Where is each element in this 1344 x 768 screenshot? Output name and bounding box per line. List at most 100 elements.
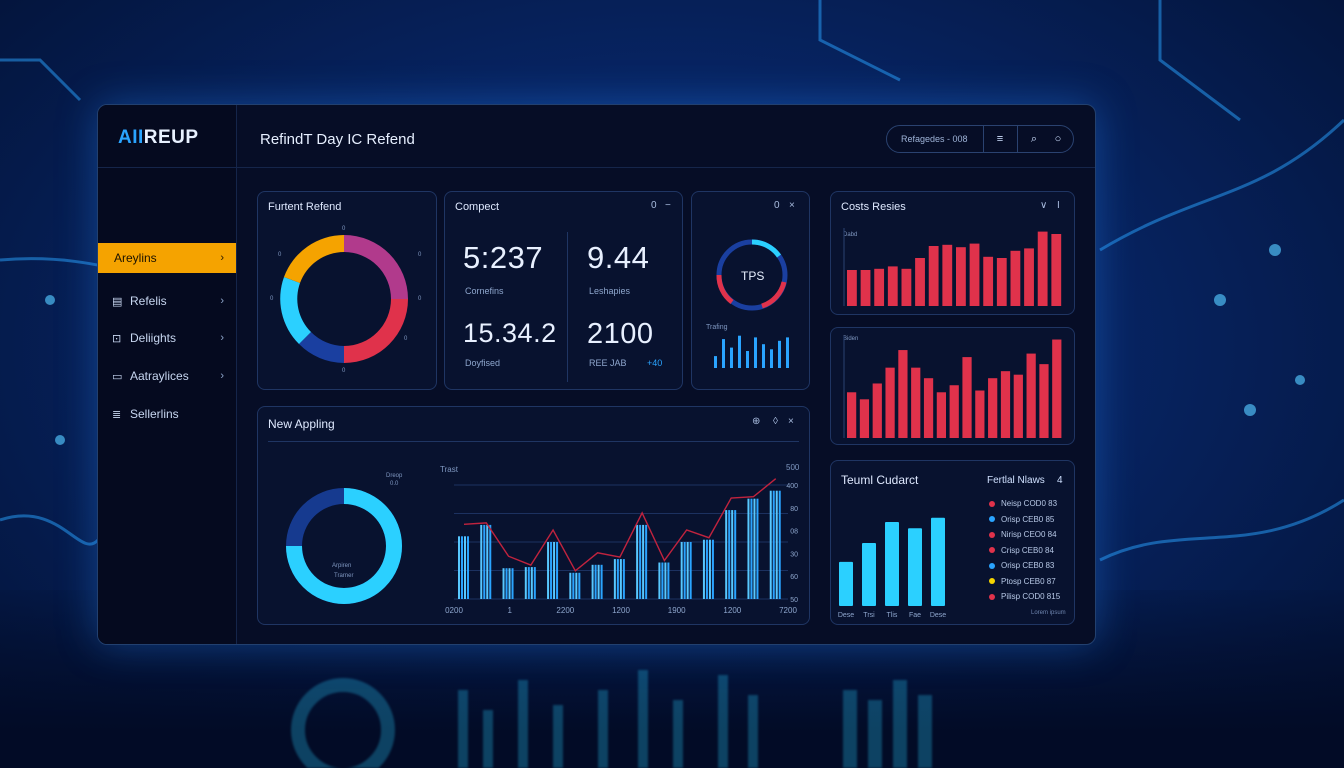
minimize-icon[interactable]: − bbox=[665, 200, 671, 211]
sidebar-item-deliights[interactable]: ⊡ Deliights › bbox=[98, 323, 236, 353]
team-x-label: Trsi bbox=[863, 612, 875, 619]
card-title: Teuml Cudarct bbox=[841, 473, 919, 487]
circle-icon[interactable]: ○ bbox=[1054, 133, 1062, 145]
x-tick-label: 1900 bbox=[668, 606, 686, 615]
newapp-bar bbox=[480, 524, 492, 599]
stat-value: 15.34.2 bbox=[463, 318, 557, 348]
card-control[interactable]: 0 bbox=[651, 200, 657, 211]
stat-label: Leshapies bbox=[589, 286, 631, 296]
bar-stripe bbox=[725, 510, 728, 599]
y-tick-label: 80 bbox=[790, 506, 798, 513]
bar-stripe bbox=[753, 498, 756, 599]
bar-stripe bbox=[645, 524, 648, 599]
bar-stripe bbox=[600, 564, 603, 599]
newapp-bar bbox=[547, 542, 559, 599]
new-appling-bar-line-chart: 0200 1 2200 1200 1900 1200 7200 400 80 08 30 60 50 bbox=[445, 478, 798, 615]
newapp-bar bbox=[636, 524, 648, 599]
legend-dot bbox=[989, 547, 995, 553]
donut-center-label: Arpiren bbox=[332, 563, 352, 569]
pin-icon[interactable]: ◊ bbox=[773, 416, 778, 427]
bar-stripe bbox=[569, 572, 572, 599]
cost-bar bbox=[898, 350, 908, 438]
close-icon[interactable]: × bbox=[789, 200, 795, 211]
gauge-label: TPS bbox=[741, 269, 765, 283]
donut-chart-1 bbox=[280, 235, 408, 363]
sidebar-item-label: Sellerlins bbox=[130, 407, 179, 421]
bar-stripe bbox=[508, 568, 511, 599]
cost-bar bbox=[956, 247, 966, 306]
cost-bar bbox=[847, 392, 857, 438]
tps-bar bbox=[714, 356, 717, 368]
bar-label: Trafing bbox=[706, 324, 728, 331]
menu-icon[interactable]: ≡ bbox=[996, 133, 1004, 145]
tps-bar bbox=[730, 347, 733, 368]
globe-icon[interactable]: ⊕ bbox=[752, 416, 761, 427]
cost-bar bbox=[996, 258, 1007, 306]
bar-stripe bbox=[550, 542, 553, 599]
card-teuml-cudarct: Teuml Cudarct Fertlal Nlaws 4 Dese Trsi Tl… bbox=[830, 460, 1075, 625]
sidebar-item-refelis[interactable]: ▤ Refelis › bbox=[98, 286, 236, 316]
axis-label: Biden bbox=[843, 336, 859, 342]
bar-stripe bbox=[597, 564, 600, 599]
cost-bar bbox=[975, 390, 985, 438]
newapp-bar bbox=[680, 542, 692, 599]
newapp-bar bbox=[591, 564, 603, 599]
bar-stripe bbox=[461, 536, 463, 599]
donut-segment-orange bbox=[284, 235, 344, 283]
search-input[interactable]: Refagedes - 008 bbox=[901, 134, 968, 144]
bar-stripe bbox=[705, 539, 708, 599]
bar-stripe bbox=[642, 524, 645, 599]
bar-stripe bbox=[686, 542, 689, 599]
legend-item: Orisp CEB0 85 bbox=[989, 515, 1054, 524]
sidebar-item-label: Areylins bbox=[114, 251, 157, 265]
trend-line bbox=[463, 478, 777, 572]
axis-label: Dabd bbox=[843, 232, 858, 238]
tps-bar bbox=[722, 339, 725, 368]
legend-item: Pilisp COD0 815 bbox=[989, 592, 1060, 601]
search-separator bbox=[1017, 126, 1018, 152]
card-control[interactable]: 0 bbox=[774, 200, 780, 211]
more-icon[interactable]: I bbox=[1057, 200, 1060, 211]
card-divider bbox=[268, 441, 799, 442]
bar-stripe bbox=[664, 562, 667, 599]
bar-stripe bbox=[658, 562, 661, 599]
search-icon[interactable]: ⌕ bbox=[1030, 133, 1038, 145]
legend-label: Ptosp CEB0 87 bbox=[1001, 576, 1056, 586]
card-new-appling: New Appling ⊕ ◊ × Arpiren Trarner Dreop … bbox=[257, 406, 810, 625]
bar-stripe bbox=[750, 498, 753, 599]
sidebar-item-sellerlins[interactable]: ≣ Sellerlins bbox=[98, 399, 236, 429]
bar-stripe bbox=[756, 498, 759, 599]
bar-stripe bbox=[530, 567, 533, 599]
chevron-right-icon: › bbox=[220, 295, 224, 307]
chevron-right-icon: › bbox=[220, 252, 224, 264]
corner-label: 0.0 bbox=[390, 481, 399, 487]
newapp-bar bbox=[769, 490, 781, 599]
lock-icon: ⊡ bbox=[112, 332, 122, 345]
bar-stripe bbox=[613, 559, 616, 599]
bar-stripe bbox=[505, 568, 508, 599]
bar-stripe bbox=[511, 568, 514, 599]
app-logo[interactable]: AIIREUP bbox=[118, 127, 199, 149]
chart-label: Trast bbox=[440, 465, 458, 474]
stat-label: Doyfised bbox=[465, 358, 501, 368]
sidebar-item-aatraylices[interactable]: ▭ Aatraylices › bbox=[98, 361, 236, 391]
bar-stripe bbox=[734, 510, 737, 599]
cost-bar bbox=[1000, 371, 1011, 438]
sidebar-item-areylins[interactable]: Areylins › bbox=[98, 243, 236, 273]
donut-segment-magenta bbox=[344, 235, 408, 299]
newapp-bar bbox=[569, 572, 581, 599]
cost-bar bbox=[988, 378, 998, 438]
close-icon[interactable]: × bbox=[788, 416, 794, 427]
legend-label: Orisp CEB0 83 bbox=[1001, 561, 1055, 570]
tps-bar bbox=[786, 337, 789, 368]
cost-bar bbox=[874, 268, 885, 306]
sidebar: AIIREUP Areylins › ▤ Refelis › ⊡ Deliigh… bbox=[98, 105, 237, 644]
sidebar-divider bbox=[98, 167, 236, 168]
chevron-down-icon[interactable]: ∨ bbox=[1040, 200, 1048, 211]
search-bar[interactable]: Refagedes - 008 ≡ ⌕ ○ bbox=[886, 125, 1074, 153]
bar-stripe bbox=[489, 524, 492, 599]
bar-stripe bbox=[616, 559, 619, 599]
legend-dot bbox=[989, 562, 995, 569]
newapp-bar bbox=[725, 510, 737, 599]
team-bar bbox=[839, 561, 853, 606]
